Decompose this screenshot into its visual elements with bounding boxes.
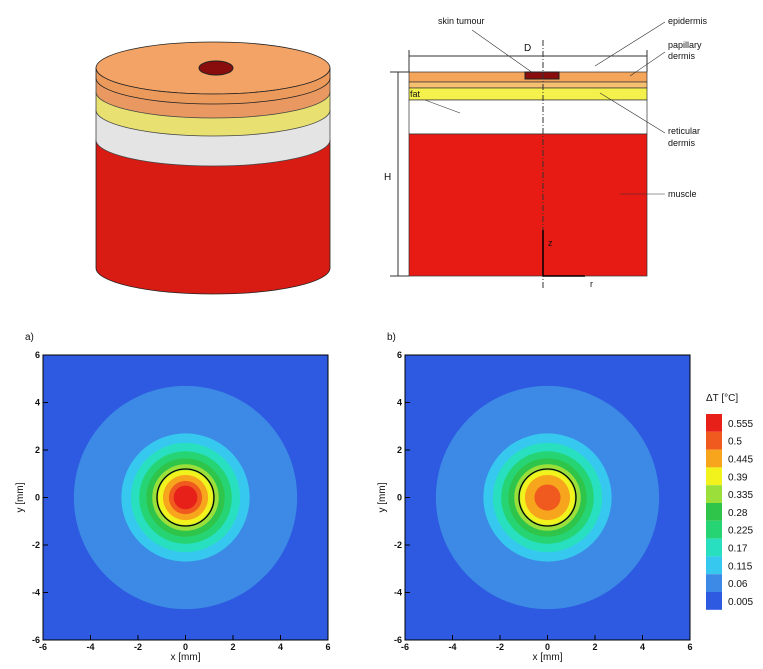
contour-band xyxy=(534,484,561,511)
colorbar-swatch xyxy=(706,592,722,610)
colorbar-label: 0.28 xyxy=(728,508,748,519)
y-axis-label: y [mm] xyxy=(377,482,388,512)
y-tick-label: 6 xyxy=(397,350,402,360)
colorbar-swatch xyxy=(706,431,722,450)
tumour-outline xyxy=(518,468,577,527)
x-tick-label: 0 xyxy=(545,642,550,652)
y-tick-label: 2 xyxy=(397,445,402,455)
y-tick-label: 0 xyxy=(397,493,402,503)
y-tick-label: 4 xyxy=(35,398,40,408)
colorbar-swatch xyxy=(706,449,722,468)
x-tick-label: 6 xyxy=(325,642,330,652)
colorbar-swatch xyxy=(706,538,722,557)
label-z: z xyxy=(548,238,553,248)
x-tick-label: 2 xyxy=(592,642,597,652)
y-tick-label: 4 xyxy=(397,398,402,408)
x-tick-label: 6 xyxy=(687,642,692,652)
label-reticular-dermis: dermis xyxy=(668,138,696,148)
colorbar-label: 0.445 xyxy=(728,455,753,466)
x-tick-label: 4 xyxy=(278,642,283,652)
y-tick-label: 0 xyxy=(35,493,40,503)
x-tick-label: -2 xyxy=(496,642,504,652)
colorbar-label: 0.225 xyxy=(728,526,753,537)
colorbar-title: ΔT [°C] xyxy=(706,393,738,404)
label-skin-tumour: skin tumour xyxy=(438,16,485,26)
x-tick-label: -4 xyxy=(86,642,94,652)
x-tick-label: -6 xyxy=(401,642,409,652)
x-tick-label: -4 xyxy=(448,642,456,652)
colorbar-swatch xyxy=(706,520,722,539)
colorbar-label: 0.005 xyxy=(728,597,753,608)
colorbar-swatch xyxy=(706,574,722,592)
x-tick-label: 4 xyxy=(640,642,645,652)
label-papillary: papillary xyxy=(668,40,702,50)
colorbar-label: 0.115 xyxy=(728,561,753,572)
panel-label: b) xyxy=(387,332,396,343)
colorbar-swatch xyxy=(706,485,722,503)
colorbar-label: 0.06 xyxy=(728,579,748,590)
x-tick-label: 2 xyxy=(230,642,235,652)
label-fat: fat xyxy=(410,89,421,99)
colorbar-label: 0.335 xyxy=(728,490,753,501)
y-tick-label: -2 xyxy=(32,540,40,550)
y-tick-label: -4 xyxy=(394,588,402,598)
y-tick-label: -6 xyxy=(394,635,402,645)
label-muscle: muscle xyxy=(668,189,697,199)
panel-label: a) xyxy=(25,332,34,343)
contour-band xyxy=(173,485,198,510)
y-tick-label: -6 xyxy=(32,635,40,645)
y-tick-label: -4 xyxy=(32,588,40,598)
y-tick-label: 2 xyxy=(35,445,40,455)
label-d: D xyxy=(524,43,531,54)
colorbar-swatch xyxy=(706,503,722,521)
y-tick-label: 6 xyxy=(35,350,40,360)
label-reticular: reticular xyxy=(668,126,700,136)
y-axis-label: y [mm] xyxy=(15,482,26,512)
schematic: skin tumour epidermis papillary dermis f… xyxy=(384,16,708,290)
label-h: H xyxy=(384,172,391,183)
label-epidermis: epidermis xyxy=(668,16,708,26)
tumour-outline xyxy=(156,468,215,527)
x-tick-label: -2 xyxy=(134,642,142,652)
label-papillary-dermis: dermis xyxy=(668,51,696,61)
colorbar-swatch xyxy=(706,556,722,575)
colorbar-label: 0.555 xyxy=(728,419,753,430)
y-tick-label: -2 xyxy=(394,540,402,550)
x-axis-label: x [mm] xyxy=(533,652,563,663)
colorbar-label: 0.17 xyxy=(728,544,748,555)
colorbar-swatch xyxy=(706,414,722,432)
x-tick-label: 0 xyxy=(183,642,188,652)
label-r: r xyxy=(590,279,593,289)
colorbar-swatch xyxy=(706,467,722,486)
colorbar-label: 0.39 xyxy=(728,472,748,483)
cylinder-illustration xyxy=(95,41,331,295)
x-tick-label: -6 xyxy=(39,642,47,652)
colorbar-label: 0.5 xyxy=(728,437,742,448)
x-axis-label: x [mm] xyxy=(171,652,201,663)
